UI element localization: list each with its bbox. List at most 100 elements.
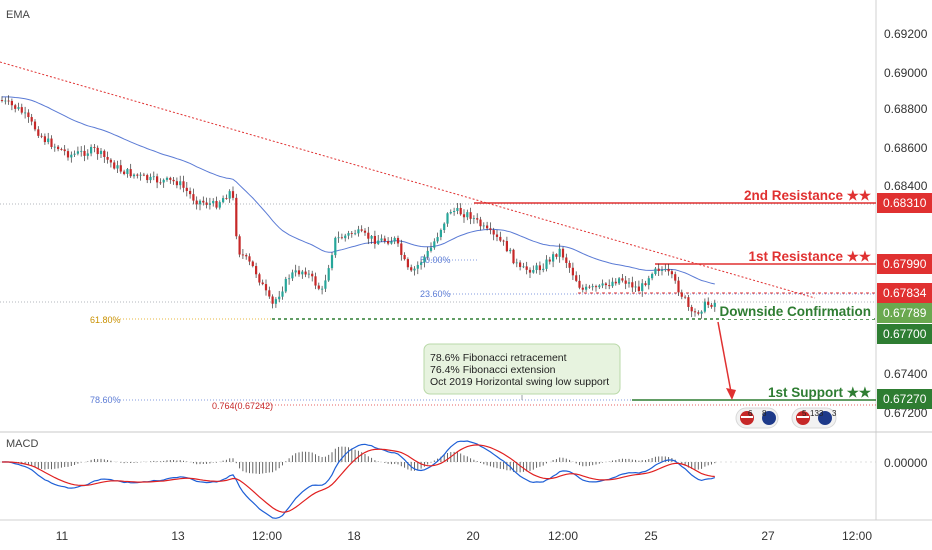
candle-body <box>271 296 274 304</box>
second-resistance-label: 2nd Resistance ★★ <box>744 188 872 203</box>
candlesticks[interactable] <box>0 95 716 319</box>
event-badges[interactable]: 6 8 5 133 3 <box>735 407 837 429</box>
flag-stripe <box>741 416 753 418</box>
candle-body <box>710 304 713 307</box>
candle-body <box>604 283 607 286</box>
candle-body <box>469 212 472 219</box>
macd-indicator-label[interactable]: MACD <box>6 438 38 450</box>
time-tick: 27 <box>761 529 775 543</box>
candle-body <box>637 286 640 291</box>
candle-body <box>17 107 20 109</box>
candle-body <box>159 182 162 184</box>
candle-body <box>126 169 129 175</box>
swing-resistance-price: 0.67834 <box>883 286 927 300</box>
time-tick: 25 <box>644 529 658 543</box>
price-tick: 0.68600 <box>884 141 928 155</box>
candle-body <box>241 254 244 256</box>
candle-body <box>664 268 667 270</box>
price-axis[interactable]: 0.69200 0.69000 0.68800 0.68600 0.68400 … <box>884 27 928 470</box>
candle-body <box>99 150 103 155</box>
candle-body <box>380 238 383 241</box>
second-resistance-flag <box>877 193 932 213</box>
candle-body <box>228 191 231 199</box>
descending-trendline[interactable] <box>0 61 816 299</box>
candle-body <box>317 285 320 289</box>
candle-body <box>347 233 350 236</box>
time-tick: 13 <box>171 529 185 543</box>
first-resistance-flag <box>877 254 932 274</box>
candle-body <box>334 237 337 256</box>
candle-body <box>446 213 449 224</box>
candle-body <box>674 274 677 281</box>
ema-line[interactable] <box>2 96 715 285</box>
candle-body <box>644 283 647 286</box>
candle-body <box>30 117 33 122</box>
candle-body <box>175 181 178 186</box>
candle-body <box>509 249 512 252</box>
ema-indicator-label[interactable]: EMA <box>6 9 31 21</box>
candle-body <box>162 179 165 183</box>
candle-body <box>581 287 584 290</box>
fib-786-label: 78.60% <box>90 395 121 405</box>
candle-body <box>20 107 23 113</box>
candle-body <box>519 262 522 267</box>
candle-body <box>225 198 228 199</box>
au-flag-icon <box>762 411 776 425</box>
downside-confirmation-price: 0.67700 <box>883 327 927 341</box>
candle-body <box>314 276 317 286</box>
candle-body <box>222 198 225 203</box>
candle-body <box>53 146 56 148</box>
candle-body <box>697 312 700 314</box>
candle-body <box>598 285 601 288</box>
candle-body <box>618 278 621 284</box>
candle-body <box>268 290 271 297</box>
annotation-box[interactable] <box>423 343 621 395</box>
candle-body <box>83 150 86 156</box>
candle-body <box>182 181 185 188</box>
candle-body <box>202 200 205 203</box>
candle-body <box>344 235 347 239</box>
current-price-flag <box>877 303 932 323</box>
downside-confirmation-label: Downside Confirmation <box>720 304 872 319</box>
flag-stripe <box>797 416 809 418</box>
time-axis[interactable]: 11 13 12:00 18 20 12:00 25 27 12:00 <box>56 529 873 543</box>
candle-body <box>420 262 423 265</box>
fib-50-label: 50.00% <box>420 255 451 265</box>
candle-body <box>459 207 462 215</box>
candle-body <box>113 162 116 169</box>
candle-body <box>489 228 492 231</box>
candle-body <box>565 257 568 263</box>
candle-body <box>429 247 433 251</box>
candle-body <box>479 219 482 227</box>
candle-body <box>132 174 136 177</box>
fib-236-label: 23.60% <box>420 289 451 299</box>
candle-body <box>393 237 396 242</box>
candle-body <box>413 268 416 271</box>
candle-body <box>212 200 215 204</box>
price-flags[interactable]: 0.68310 0.67990 0.67834 0.67789 0.67700 … <box>877 193 932 409</box>
candle-body <box>294 270 297 273</box>
candle-body <box>400 243 403 255</box>
candle-body <box>93 146 96 148</box>
first-support-flag <box>877 389 932 409</box>
first-resistance-label: 1st Resistance ★★ <box>748 249 871 264</box>
candle-body <box>416 264 419 269</box>
candle-body <box>307 273 310 275</box>
candle-body <box>40 135 43 137</box>
candle-body <box>687 297 690 307</box>
candle-body <box>406 259 409 268</box>
macd-histogram[interactable] <box>2 446 716 474</box>
label-background <box>724 304 874 319</box>
candle-body <box>700 311 703 314</box>
candle-body <box>116 165 119 169</box>
signal-line[interactable] <box>2 444 715 513</box>
candle-body <box>363 230 367 233</box>
fib-618-label: 61.80% <box>90 315 121 325</box>
candle-body <box>707 301 710 305</box>
first-support-label: 1st Support ★★ <box>768 385 872 400</box>
candle-body <box>70 154 73 158</box>
projection-arrow-shaft <box>717 321 732 393</box>
candle-body <box>156 176 159 183</box>
candle-body <box>330 255 334 269</box>
